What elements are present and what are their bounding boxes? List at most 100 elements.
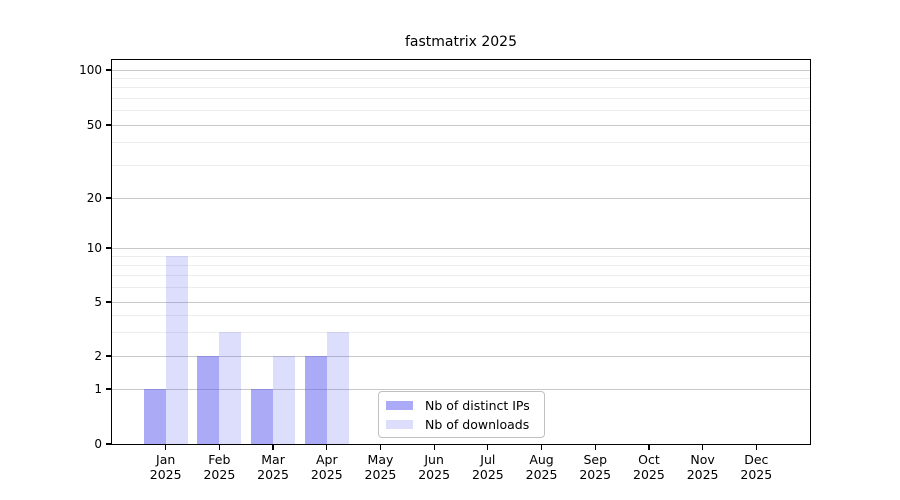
x-tick-label-month: Jun <box>424 452 444 467</box>
x-tick-label-year: 2025 <box>149 466 182 482</box>
x-tick-label-month: Dec <box>744 452 769 467</box>
bar-distinct-ips <box>304 356 327 444</box>
x-tick-label: Feb 2025 <box>187 452 251 482</box>
x-tick-mark <box>165 444 167 450</box>
y-gridline-major <box>112 124 810 126</box>
bar-downloads <box>326 332 349 444</box>
x-tick-label-year: 2025 <box>203 466 236 482</box>
x-tick-label-year: 2025 <box>525 466 558 482</box>
x-tick-label-year: 2025 <box>310 466 343 482</box>
x-tick-label-year: 2025 <box>579 466 612 482</box>
x-tick-mark <box>433 444 435 450</box>
x-tick-label-year: 2025 <box>364 466 397 482</box>
y-gridline-minor <box>112 275 810 277</box>
y-tick-mark <box>106 124 112 126</box>
y-gridline-minor <box>112 255 810 257</box>
x-tick-mark <box>379 444 382 450</box>
x-tick-label: Apr 2025 <box>295 452 359 482</box>
x-tick-mark <box>702 444 704 450</box>
y-tick-label: 0 <box>94 437 102 451</box>
x-tick-label-month: Jul <box>480 452 496 467</box>
y-tick-mark <box>106 355 112 357</box>
y-gridline-minor <box>112 87 810 89</box>
plot-area <box>112 60 810 444</box>
y-tick-label: 50 <box>86 118 102 132</box>
y-gridline-minor <box>112 331 810 333</box>
bar-downloads <box>219 332 242 444</box>
y-tick-mark <box>106 247 112 249</box>
y-gridline-major <box>112 69 810 71</box>
x-tick-mark <box>487 444 489 450</box>
x-tick-label: Mar 2025 <box>241 452 305 482</box>
y-tick-label: 20 <box>86 191 102 205</box>
y-tick-label: 100 <box>79 63 102 77</box>
bar-downloads <box>273 356 296 444</box>
x-tick-label-month: Mar <box>261 452 285 467</box>
x-tick-label-month: Feb <box>208 452 231 467</box>
x-tick-label: Jan 2025 <box>134 452 198 482</box>
y-gridline-minor <box>112 165 810 167</box>
legend-label-distinct-ips: Nb of distinct IPs <box>425 397 530 413</box>
y-gridline-major <box>112 197 810 199</box>
chart-title: fastmatrix 2025 <box>404 34 517 50</box>
legend-swatch-distinct-ips <box>386 400 413 410</box>
legend-row-downloads: Nb of downloads <box>386 415 538 434</box>
y-tick-label: 10 <box>86 241 102 255</box>
y-gridline-major <box>112 301 810 303</box>
x-tick-label: Aug 2025 <box>510 452 574 482</box>
legend-swatch-downloads <box>386 419 413 429</box>
y-tick-label: 1 <box>94 382 102 396</box>
x-tick-label: Sep 2025 <box>563 452 627 482</box>
y-gridline-minor <box>112 77 810 79</box>
y-tick-label: 5 <box>94 295 102 309</box>
x-tick-label-year: 2025 <box>257 466 289 482</box>
x-tick-label-month: May <box>367 452 394 467</box>
y-tick-label: 2 <box>94 349 102 363</box>
x-tick-label: May 2025 <box>348 452 412 482</box>
x-tick-label: Nov 2025 <box>671 452 735 482</box>
y-gridline-minor <box>112 142 810 144</box>
y-tick-mark <box>106 69 112 71</box>
x-tick-mark <box>218 444 220 450</box>
x-tick-label-month: Oct <box>638 452 660 467</box>
x-tick-label-month: Sep <box>583 452 607 467</box>
y-gridline-minor <box>112 264 810 266</box>
x-tick-mark <box>540 444 543 450</box>
y-tick-mark <box>106 443 112 445</box>
y-gridline-minor <box>112 110 810 112</box>
y-gridline-minor <box>112 97 810 99</box>
x-tick-label-year: 2025 <box>740 466 773 482</box>
x-tick-label-year: 2025 <box>471 466 504 482</box>
bar-distinct-ips <box>143 389 166 444</box>
y-gridline-minor <box>112 287 810 289</box>
y-gridline-major <box>112 247 810 249</box>
x-tick-label-month: Aug <box>529 452 554 467</box>
legend-label-downloads: Nb of downloads <box>425 416 530 432</box>
x-tick-label-month: Nov <box>690 452 715 467</box>
x-tick-label-year: 2025 <box>633 466 665 482</box>
y-tick-mark <box>106 301 112 303</box>
y-tick-mark <box>106 388 112 390</box>
legend: Nb of distinct IPs Nb of downloads <box>378 391 545 438</box>
legend-row-distinct-ips: Nb of distinct IPs <box>386 396 538 415</box>
x-tick-label-year: 2025 <box>686 466 719 482</box>
x-tick-label-month: Apr <box>315 452 338 467</box>
y-gridline-major <box>112 388 810 390</box>
x-tick-label-year: 2025 <box>418 466 451 482</box>
x-tick-mark <box>648 444 650 450</box>
y-gridline-major <box>112 355 810 357</box>
bar-downloads <box>165 256 188 444</box>
bar-distinct-ips <box>197 356 220 444</box>
x-tick-mark <box>594 444 596 450</box>
bar-distinct-ips <box>251 389 274 444</box>
x-tick-label: Jun 2025 <box>402 452 466 482</box>
x-tick-label: Dec 2025 <box>724 452 788 482</box>
x-tick-label: Jul 2025 <box>456 452 520 482</box>
x-tick-label: Oct 2025 <box>617 452 681 482</box>
x-tick-mark <box>272 444 274 450</box>
y-gridline-minor <box>112 314 810 316</box>
y-tick-mark <box>106 197 112 199</box>
x-tick-label-month: Jan <box>156 452 176 467</box>
x-tick-mark <box>755 444 757 450</box>
